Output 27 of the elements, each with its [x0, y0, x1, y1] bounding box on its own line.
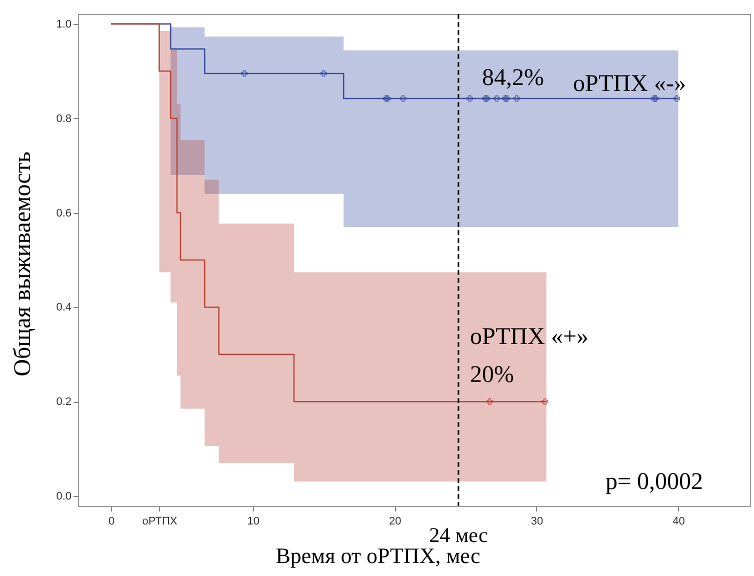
annotation: 84,2% [482, 65, 544, 91]
point [674, 95, 680, 102]
annotation: p= 0,0002 [605, 469, 703, 495]
x-tick-label: 10 [247, 516, 260, 528]
point [494, 95, 500, 102]
y-tick-label: 0.6 [56, 207, 72, 220]
point [466, 95, 474, 102]
annotation: оРТПХ «+» [470, 324, 588, 350]
x-tick-label: оРТПХ [142, 516, 178, 528]
y-tick-label: 0.4 [56, 302, 72, 314]
y-tick-label: 0.8 [56, 112, 72, 125]
y-tick-label: 0.0 [56, 490, 72, 503]
annotation: 20% [470, 362, 514, 388]
y-tick-label: 0.2 [56, 396, 72, 408]
point [320, 70, 327, 77]
point [542, 398, 548, 405]
x-tick-label: 30 [530, 516, 544, 528]
x-tick-label: 20 [389, 516, 402, 528]
y-tick-label: 1.0 [56, 18, 72, 30]
x-tick-label: 40 [672, 516, 685, 528]
point [400, 95, 406, 102]
annotation: оРТПХ «-» [573, 71, 686, 97]
point [486, 398, 493, 405]
point [513, 95, 520, 102]
x-tick-label: 0 [108, 516, 115, 528]
point [241, 70, 248, 77]
y-axis-title: Общая выживаемость [10, 152, 36, 376]
